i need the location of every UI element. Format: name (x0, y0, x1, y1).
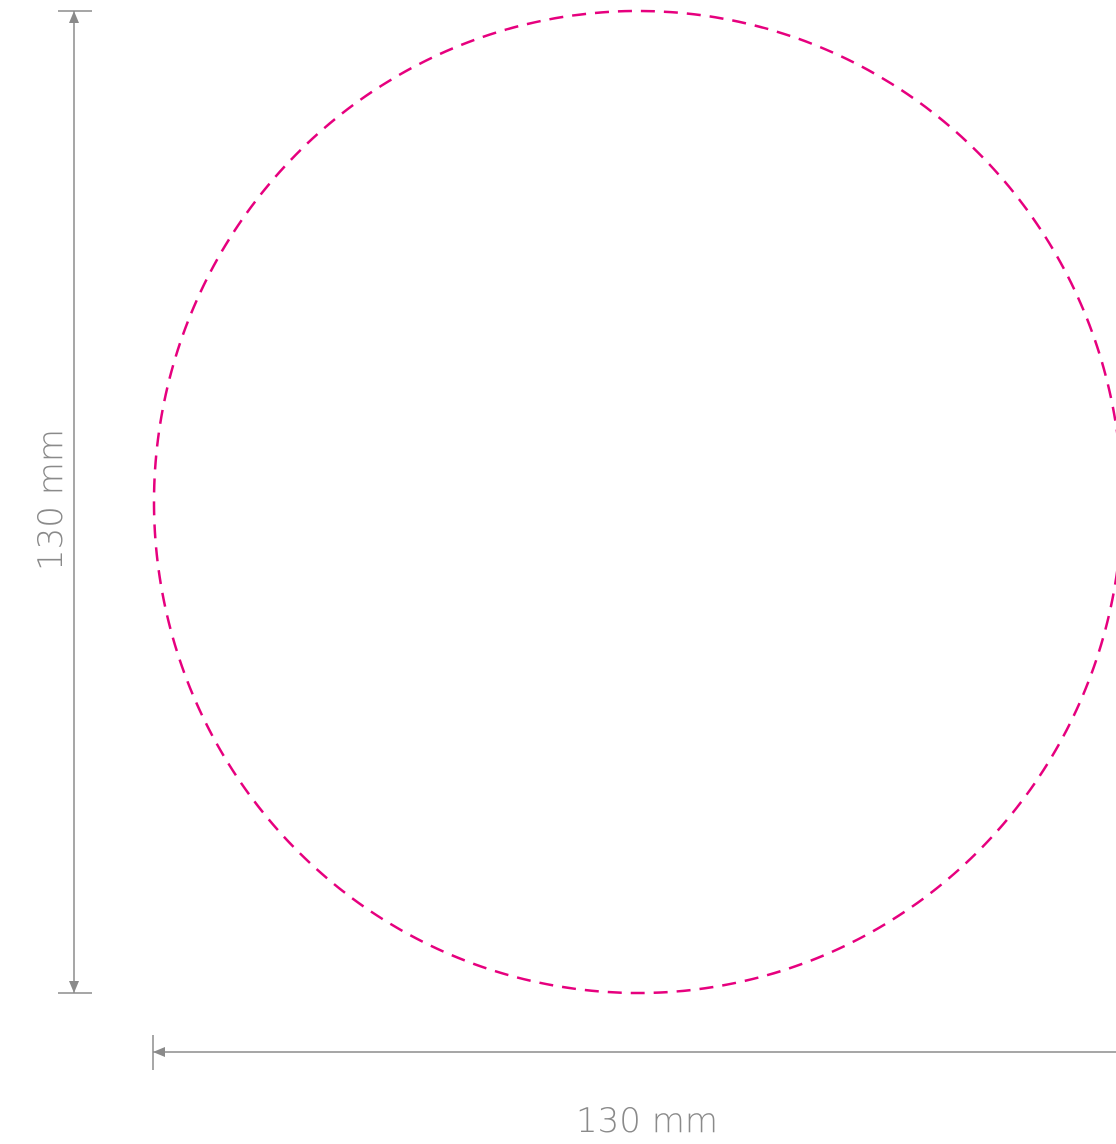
height-top-arrow-icon (69, 11, 79, 23)
width-label: 130 mm (576, 1101, 718, 1141)
width-dimension: 130 mm (152, 1035, 1116, 1141)
width-left-arrow-icon (153, 1047, 165, 1057)
height-label: 130 mm (31, 429, 71, 571)
height-bottom-arrow-icon (69, 981, 79, 993)
circle-cut-line (152, 9, 1116, 995)
height-dimension: 130 mm (31, 10, 92, 994)
